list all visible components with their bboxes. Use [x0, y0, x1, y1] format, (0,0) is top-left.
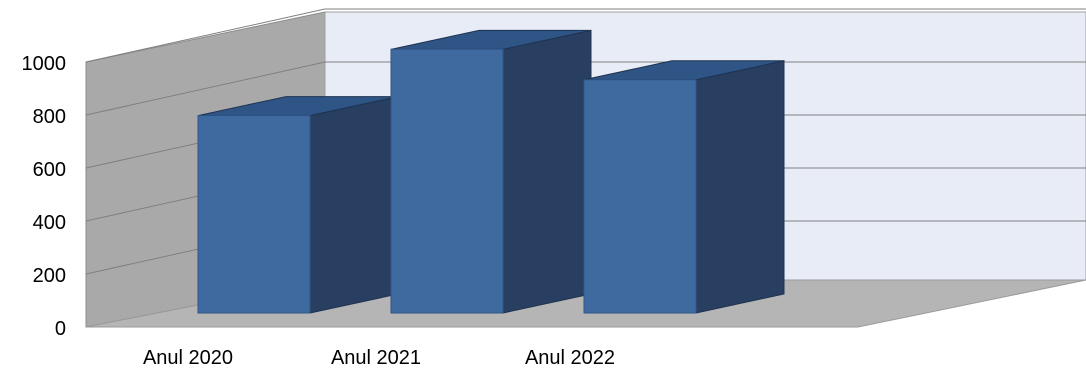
- bar-front-face: [390, 48, 504, 314]
- bar-side-face: [695, 60, 785, 314]
- y-axis-tick-labels: 0 200 400 600 800 1000: [22, 53, 67, 340]
- y-tick-label: 1000: [22, 53, 67, 75]
- bar-front-face: [583, 79, 697, 314]
- x-tick-label: Anul 2020: [143, 347, 233, 369]
- bar-anul-2021: [390, 29, 592, 314]
- y-tick-label: 800: [33, 106, 66, 128]
- y-tick-label: 200: [33, 265, 66, 287]
- gridline-side: [85, 61, 326, 116]
- bar-side-face: [502, 29, 592, 314]
- bar-anul-2020: [197, 95, 399, 314]
- y-tick-label: 400: [33, 212, 66, 234]
- x-tick-label: Anul 2021: [331, 347, 421, 369]
- y-tick-label: 600: [33, 159, 66, 181]
- bar-side-face: [309, 95, 399, 314]
- x-tick-label: Anul 2022: [525, 347, 615, 369]
- bars: [197, 29, 785, 314]
- bar-anul-2022: [583, 60, 785, 314]
- bar-front-face: [197, 115, 311, 314]
- y-tick-label: 0: [55, 318, 66, 340]
- gridline-side: [85, 8, 326, 63]
- x-axis-tick-labels: Anul 2020 Anul 2021 Anul 2022: [143, 347, 615, 369]
